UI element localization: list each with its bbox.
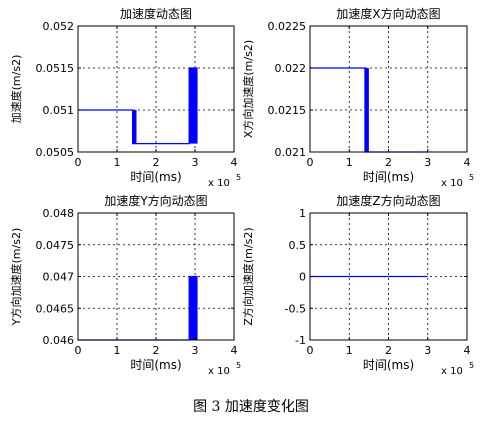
y-tick-label: 0.047 [43, 271, 75, 284]
x-tick-label: 4 [231, 156, 238, 169]
chart-panel-3: 0 1 2 3 4 0.046 0.0465 0.047 0.0475 0.048 加速度Y方向动态… [9, 193, 241, 377]
y-tick-label: 0.5 [289, 239, 307, 252]
figure-caption: 图 3 加速度变化图 [193, 399, 309, 415]
x-axis-multiplier: x 10 [441, 178, 463, 189]
y-axis-label: 加速度(m/s2) [9, 55, 23, 124]
chart-title: 加速度Z方向动态图 [336, 193, 440, 208]
y-tick-label: 0.052 [43, 20, 75, 33]
y-tick-label: 0.0505 [36, 146, 75, 159]
y-tick-label: 0.051 [43, 104, 75, 117]
x-tick-label: 1 [346, 344, 353, 357]
y-tick-label: 0.0475 [36, 239, 75, 252]
x-tick-label: 3 [192, 156, 199, 169]
x-axis-multiplier: x 10 [208, 366, 230, 377]
y-tick-label: -1 [295, 334, 306, 347]
y-tick-label: 0.046 [43, 334, 75, 347]
y-tick-label: 0.0215 [268, 104, 307, 117]
y-tick-label: 0.022 [275, 62, 307, 75]
x-tick-label: 0 [75, 156, 82, 169]
x-tick-label: 4 [231, 344, 238, 357]
x-axis-multiplier: x 10 [441, 366, 463, 377]
plot-frame [77, 25, 235, 153]
y-axis-label: Y方向加速度(m/s2) [9, 228, 23, 326]
series-band-1 [364, 68, 369, 152]
x-tick-label: 1 [346, 156, 353, 169]
y-tick-label: 0.0225 [268, 20, 307, 33]
x-axis-multiplier-power: 5 [236, 173, 241, 182]
x-tick-label: 3 [424, 344, 431, 357]
plot-frame [77, 212, 235, 341]
x-tick-label: 4 [464, 156, 471, 169]
chart-panel-2: 0 1 2 3 4 0.021 0.0215 0.022 0.0225 加速度X方向动态图时间(m… [241, 6, 474, 189]
chart-title: 加速度Y方向动态图 [104, 193, 207, 208]
y-axis-label: X方向加速度(m/s2) [241, 40, 255, 138]
chart-title: 加速度X方向动态图 [336, 6, 440, 21]
y-tick-label: 1 [299, 207, 306, 220]
x-axis-multiplier-power: 5 [469, 173, 474, 182]
series-line-1 [78, 67, 198, 145]
x-tick-label: 2 [385, 344, 392, 357]
x-axis-label: 时间(ms) [130, 358, 181, 372]
x-tick-label: 3 [424, 156, 431, 169]
y-tick-label: 0.0465 [36, 302, 75, 315]
x-tick-label: 0 [75, 344, 82, 357]
x-axis-label: 时间(ms) [363, 170, 414, 184]
y-tick-label: 0.021 [275, 146, 307, 159]
x-tick-label: 1 [114, 344, 121, 357]
y-tick-label: 0 [299, 271, 306, 284]
x-axis-multiplier-power: 5 [236, 361, 241, 370]
y-tick-label: 0.0515 [36, 62, 75, 75]
x-tick-label: 1 [114, 156, 121, 169]
x-axis-multiplier: x 10 [208, 178, 230, 189]
series-band-2 [189, 68, 197, 144]
x-axis-label: 时间(ms) [130, 170, 181, 184]
y-axis-label: Z方向加速度(m/s2) [241, 227, 255, 325]
x-axis-label: 时间(ms) [363, 358, 414, 372]
y-tick-label: -0.5 [285, 302, 306, 315]
x-axis-multiplier-power: 5 [469, 361, 474, 370]
y-tick-label: 0.048 [43, 207, 75, 220]
series-band-1 [132, 110, 137, 144]
x-tick-label: 4 [464, 344, 471, 357]
x-tick-label: 3 [192, 344, 199, 357]
x-tick-label: 2 [153, 156, 160, 169]
series-band-1 [189, 276, 197, 340]
x-tick-label: 2 [153, 344, 160, 357]
x-tick-label: 2 [385, 156, 392, 169]
x-tick-label: 0 [307, 344, 314, 357]
x-tick-label: 0 [307, 156, 314, 169]
plot-frame [309, 25, 468, 153]
chart-title: 加速度动态图 [120, 6, 192, 21]
